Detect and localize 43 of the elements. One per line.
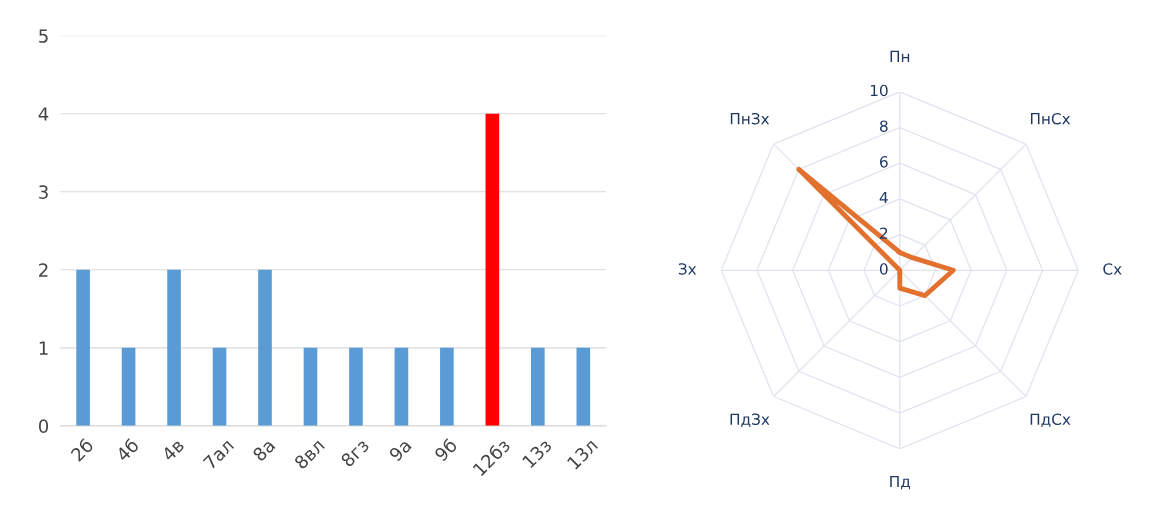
x-tick-label: 8а	[251, 438, 276, 462]
bar	[121, 347, 136, 426]
y-tick-label: 6	[880, 156, 888, 168]
x-tick-label: 9б	[433, 437, 458, 463]
bar	[258, 269, 272, 426]
bar	[303, 347, 318, 426]
x-tick-label: 2б	[69, 437, 95, 462]
x-tick-label: 8гз	[340, 437, 370, 468]
spoke-label: Пн	[890, 50, 910, 62]
spoke-label: Пд	[890, 475, 910, 490]
y-tick-label: 5	[39, 29, 48, 43]
x-tick-label: 13л	[566, 438, 599, 470]
y-tick-label: 2	[880, 227, 888, 239]
spoke-label: Сх	[1103, 263, 1122, 275]
y-tick-label: 0	[38, 419, 49, 433]
bar	[576, 347, 591, 426]
x-tick-label: 4б	[114, 437, 140, 463]
y-tick-label: 0	[879, 263, 888, 275]
bar	[349, 347, 363, 426]
bar	[76, 269, 90, 426]
x-tick-label: 4в	[161, 438, 185, 462]
spoke-label: ПдЗх	[730, 413, 770, 427]
spoke-label: ПнСх	[1030, 112, 1071, 125]
bar	[167, 269, 181, 426]
y-tick-label: 3	[39, 185, 48, 199]
bar	[212, 347, 227, 426]
bar	[440, 347, 454, 426]
y-tick-label: 1	[39, 341, 48, 355]
bar	[531, 347, 545, 426]
x-tick-label: 7ал	[202, 438, 235, 470]
spoke-label: ПдСх	[1030, 413, 1071, 427]
x-tick-label: 8вл	[293, 438, 326, 470]
spoke-label: ПнЗх	[730, 112, 770, 125]
spoke-label: Зх	[678, 263, 697, 275]
y-tick-label: 8	[879, 120, 888, 132]
x-tick-label: 13з	[521, 437, 553, 469]
bar	[485, 113, 500, 426]
bar	[394, 347, 409, 426]
x-tick-label: 9а	[388, 438, 412, 462]
y-tick-label: 4	[38, 107, 49, 121]
y-tick-label: 2	[39, 263, 48, 277]
y-tick-label: 4	[879, 191, 888, 204]
y-tick-label: 10	[870, 84, 888, 97]
